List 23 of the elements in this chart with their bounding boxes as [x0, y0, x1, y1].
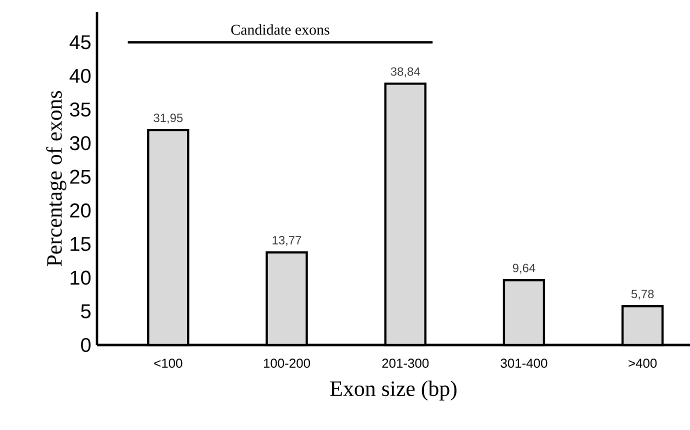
data-label: 9,64: [512, 264, 536, 274]
y-tick-label: 15: [70, 237, 91, 252]
y-tick-label: 40: [70, 68, 91, 83]
data-label: 13,77: [272, 236, 302, 246]
y-tick-label: 25: [70, 170, 91, 184]
y-tick-label: 20: [70, 203, 91, 218]
x-tick-label: 301-400: [500, 358, 548, 368]
x-tick-label: 201-300: [382, 358, 429, 368]
y-tick-label: 30: [70, 136, 91, 150]
y-tick-label: 5: [81, 304, 91, 318]
y-tick-label: 0: [81, 338, 91, 352]
y-tick-label: 35: [70, 102, 91, 117]
x-axis-title: Exon size (bp): [330, 380, 456, 401]
x-tick-label: 100-200: [264, 358, 310, 368]
x-tick-label: <100: [154, 358, 182, 368]
y-tick-label: 45: [70, 35, 91, 50]
data-label: 31,95: [154, 114, 183, 124]
y-axis-title: Percentage of exons: [46, 91, 66, 266]
y-tick-label: 10: [70, 270, 91, 285]
data-label: 38,84: [390, 67, 420, 78]
annotation: Candidate exons: [231, 24, 330, 35]
data-label: 5,78: [631, 290, 654, 300]
x-tick-label: >400: [628, 358, 657, 368]
